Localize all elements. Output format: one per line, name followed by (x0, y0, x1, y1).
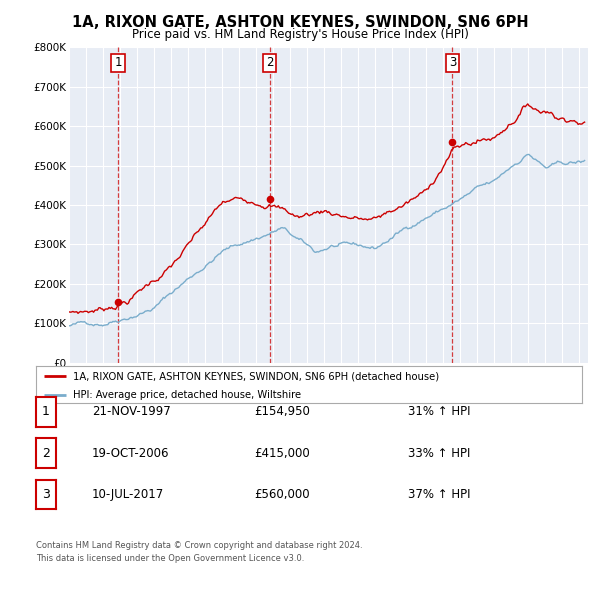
Text: £560,000: £560,000 (254, 488, 310, 501)
Text: 37% ↑ HPI: 37% ↑ HPI (408, 488, 470, 501)
Text: 2: 2 (42, 447, 50, 460)
Text: 1: 1 (115, 57, 122, 70)
Text: This data is licensed under the Open Government Licence v3.0.: This data is licensed under the Open Gov… (36, 554, 304, 563)
Text: £154,950: £154,950 (254, 405, 310, 418)
Text: Price paid vs. HM Land Registry's House Price Index (HPI): Price paid vs. HM Land Registry's House … (131, 28, 469, 41)
Text: 3: 3 (449, 57, 456, 70)
Text: 19-OCT-2006: 19-OCT-2006 (92, 447, 169, 460)
Text: HPI: Average price, detached house, Wiltshire: HPI: Average price, detached house, Wilt… (73, 390, 301, 400)
Text: 33% ↑ HPI: 33% ↑ HPI (408, 447, 470, 460)
Text: 10-JUL-2017: 10-JUL-2017 (92, 488, 164, 501)
Text: 1A, RIXON GATE, ASHTON KEYNES, SWINDON, SN6 6PH (detached house): 1A, RIXON GATE, ASHTON KEYNES, SWINDON, … (73, 371, 439, 381)
Text: Contains HM Land Registry data © Crown copyright and database right 2024.: Contains HM Land Registry data © Crown c… (36, 541, 362, 550)
Text: 31% ↑ HPI: 31% ↑ HPI (408, 405, 470, 418)
Text: 1A, RIXON GATE, ASHTON KEYNES, SWINDON, SN6 6PH: 1A, RIXON GATE, ASHTON KEYNES, SWINDON, … (71, 15, 529, 30)
Text: 1: 1 (42, 405, 50, 418)
Text: £415,000: £415,000 (254, 447, 310, 460)
Text: 2: 2 (266, 57, 274, 70)
Text: 3: 3 (42, 488, 50, 501)
Text: 21-NOV-1997: 21-NOV-1997 (92, 405, 170, 418)
